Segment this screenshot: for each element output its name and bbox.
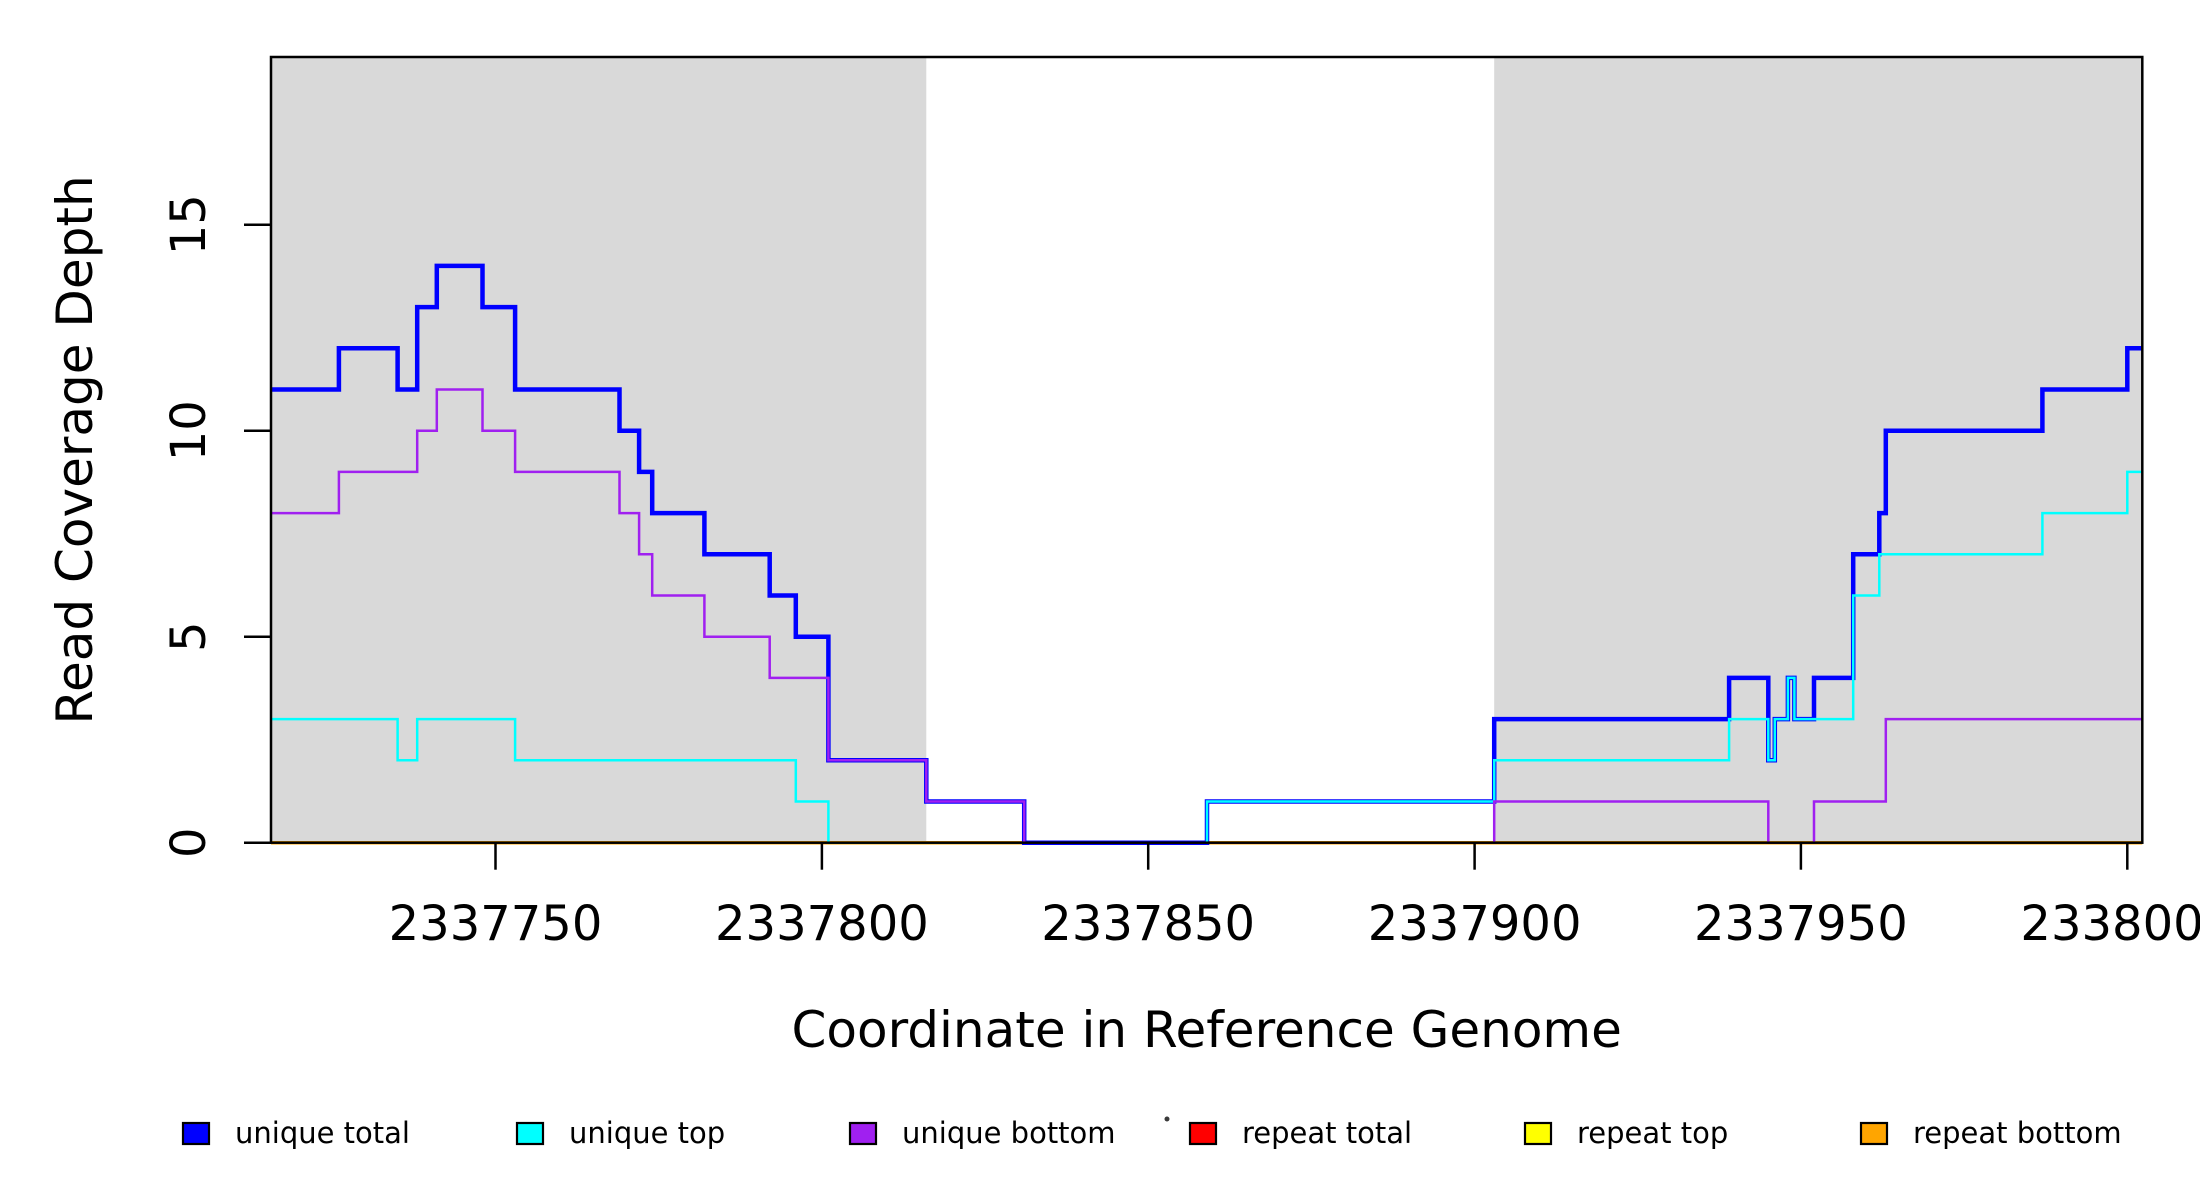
legend-swatch-repeat-top	[1523, 1121, 1553, 1146]
repeat-region-1	[271, 57, 927, 843]
legend-label: repeat bottom	[1913, 1116, 2122, 1150]
legend-item-unique-top: unique top	[515, 1116, 725, 1150]
series-unique-bottom	[271, 388, 2143, 844]
y-tick-label: 0	[161, 827, 217, 858]
legend-item-unique-total: unique total	[181, 1116, 410, 1150]
stray-dot	[1164, 1116, 1170, 1122]
y-tick-label: 5	[161, 621, 217, 652]
legend-label: unique top	[569, 1116, 725, 1150]
legend-label: unique bottom	[902, 1116, 1116, 1150]
legend-swatch-unique-bottom	[848, 1121, 878, 1146]
legend-item-repeat-bottom: repeat bottom	[1859, 1116, 2122, 1150]
x-tick-label: 2337800	[715, 896, 929, 952]
legend: unique total unique top unique bottom repea…	[181, 1116, 2122, 1150]
x-tick-label: 2337950	[1694, 896, 1908, 952]
y-tick-label: 15	[161, 194, 217, 255]
legend-swatch-unique-top	[515, 1121, 545, 1146]
y-axis-title: Read Coverage Depth	[46, 175, 104, 724]
plot-border	[269, 55, 2144, 844]
legend-swatch-unique-total	[181, 1121, 211, 1146]
legend-label: unique total	[235, 1116, 410, 1150]
y-tick-label: 10	[161, 400, 217, 461]
repeat-region-2	[1494, 57, 2143, 843]
legend-swatch-repeat-bottom	[1859, 1121, 1889, 1146]
x-tick-label: 2337900	[1368, 896, 1582, 952]
x-tick-label: 2337850	[1041, 896, 1255, 952]
x-tick-label: 2337750	[389, 896, 603, 952]
x-axis-title: Coordinate in Reference Genome	[791, 1001, 1621, 1059]
legend-swatch-repeat-total	[1188, 1121, 1218, 1146]
y-axis: 0 5 10 15	[161, 194, 271, 858]
series-unique-top	[271, 470, 2143, 844]
x-axis: 2337750 2337800 2337850 2337900 2337950 23380…	[389, 842, 2200, 952]
legend-item-repeat-total: repeat total	[1188, 1116, 1412, 1150]
legend-item-unique-bottom: unique bottom	[848, 1116, 1116, 1150]
legend-label: repeat total	[1242, 1116, 1412, 1150]
legend-item-repeat-top: repeat top	[1523, 1116, 1728, 1150]
legend-label: repeat top	[1577, 1116, 1728, 1150]
